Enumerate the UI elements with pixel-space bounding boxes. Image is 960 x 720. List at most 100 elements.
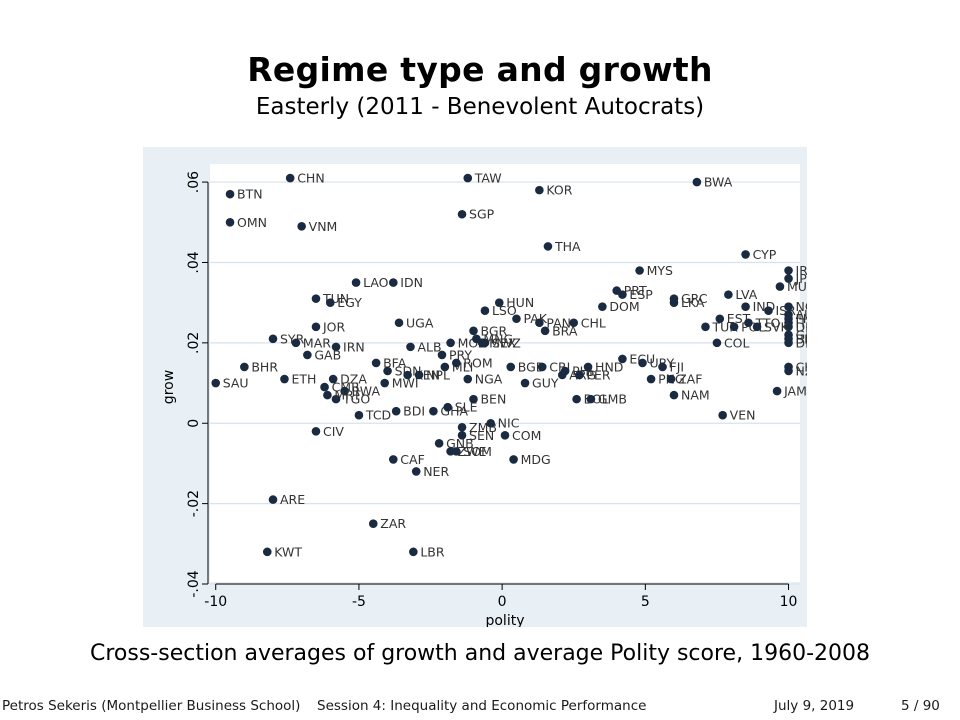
point-marker <box>583 362 593 372</box>
scatter-chart: -10 -5 0 5 10 -.04 -.02 0 .02 .04 .06 CHN TAW BWA BTN… <box>143 147 824 629</box>
point-label: MNG <box>483 331 513 346</box>
data-point: KOR <box>535 183 573 198</box>
point-marker <box>225 189 235 199</box>
point-marker <box>646 374 656 384</box>
data-point: DOM <box>598 299 640 314</box>
slide-subtitle: Easterly (2011 - Benevolent Autocrats) <box>255 94 705 120</box>
data-point: MRT <box>323 388 361 403</box>
point-marker <box>437 350 447 360</box>
point-label: GMB <box>598 392 627 407</box>
point-marker <box>658 362 667 372</box>
x-tick-label: 0 <box>498 594 507 610</box>
data-point: GAB <box>303 347 341 362</box>
point-marker <box>403 370 412 380</box>
data-point: HUN <box>494 295 534 310</box>
chart-svg: -10 -5 0 5 10 -.04 -.02 0 .02 .04 .06 CHN TAW BWA BTN… <box>143 147 824 629</box>
point-marker <box>371 358 381 368</box>
point-marker <box>669 390 679 400</box>
point-marker <box>540 326 550 336</box>
data-point: BFA <box>371 355 407 370</box>
point-label: PRY <box>449 347 472 362</box>
data-point: LVA <box>724 287 758 302</box>
point-label: RWA <box>352 384 381 399</box>
point-marker <box>575 370 584 380</box>
point-marker <box>457 430 467 440</box>
point-marker <box>291 338 301 348</box>
point-label: SAU <box>223 376 249 391</box>
point-label: MWI <box>392 376 419 391</box>
data-point: THA <box>543 239 581 254</box>
data-point: NER <box>411 464 449 479</box>
point-label: ZWE <box>458 444 487 459</box>
data-point: PRY <box>437 347 472 362</box>
x-tick-label: -10 <box>204 594 227 610</box>
point-marker <box>311 322 321 332</box>
point-marker <box>440 362 450 372</box>
data-point: PER <box>575 368 611 383</box>
data-point: VNM <box>297 219 337 234</box>
data-point: MNG <box>472 331 513 346</box>
data-point: GNB <box>434 436 474 451</box>
point-label: MAR <box>303 335 331 350</box>
point-marker <box>744 318 753 328</box>
point-marker <box>718 410 727 420</box>
point-marker <box>638 358 647 368</box>
data-point: BGR <box>469 323 508 338</box>
point-marker <box>443 402 453 412</box>
point-marker <box>311 294 321 303</box>
point-label: GAB <box>314 347 341 362</box>
point-label: MRT <box>334 388 361 403</box>
x-tick-label: -5 <box>352 594 366 610</box>
data-point: ESP <box>618 287 653 302</box>
data-point: HND <box>583 359 623 374</box>
point-label: BWA <box>704 175 733 190</box>
point-marker <box>494 298 504 307</box>
data-point: IRN <box>331 339 365 354</box>
point-marker <box>340 386 349 396</box>
data-point: CYP <box>741 247 777 262</box>
point-label: FJI <box>670 359 685 374</box>
point-label: PER <box>586 368 610 383</box>
point-label: CHL <box>581 315 606 330</box>
point-marker <box>452 447 461 456</box>
point-marker <box>354 410 364 420</box>
point-label: SGP <box>469 207 495 222</box>
point-marker <box>211 378 221 388</box>
plot-area <box>210 164 800 582</box>
point-marker <box>409 547 418 557</box>
data-point: ZAF <box>666 372 702 387</box>
point-label: KWT <box>274 544 302 559</box>
y-tick-label: -.04 <box>186 570 202 597</box>
data-point: TAW <box>463 171 502 186</box>
data-point: EGY <box>325 295 362 310</box>
point-marker <box>572 394 581 404</box>
point-label: CYP <box>753 247 777 262</box>
point-marker <box>389 278 398 287</box>
point-marker <box>618 290 627 299</box>
data-point: SVK <box>752 319 790 334</box>
data-point: CHN <box>285 171 325 186</box>
point-label: ZAR <box>380 516 406 531</box>
point-marker <box>383 366 392 376</box>
point-label: BRA <box>552 323 578 338</box>
point-label: NER <box>423 464 449 479</box>
point-label: TCD <box>365 408 391 423</box>
point-label: TGO <box>342 392 370 407</box>
point-marker <box>280 374 289 384</box>
data-point: SLE <box>443 400 478 415</box>
point-label: COL <box>724 335 750 350</box>
data-point: DZA <box>328 372 367 387</box>
point-marker <box>509 455 518 464</box>
point-label: ESP <box>629 287 653 302</box>
data-point: FJI <box>658 359 684 374</box>
data-point: NIC <box>486 416 520 431</box>
point-marker <box>457 422 467 432</box>
point-marker <box>368 519 378 529</box>
point-label: LKA <box>681 295 705 310</box>
point-label: CAF <box>400 452 424 467</box>
data-point: NPL <box>414 368 450 383</box>
point-label: SWZ <box>492 335 521 350</box>
point-marker <box>752 322 762 332</box>
data-point: BRA <box>540 323 578 338</box>
point-marker <box>469 394 478 404</box>
